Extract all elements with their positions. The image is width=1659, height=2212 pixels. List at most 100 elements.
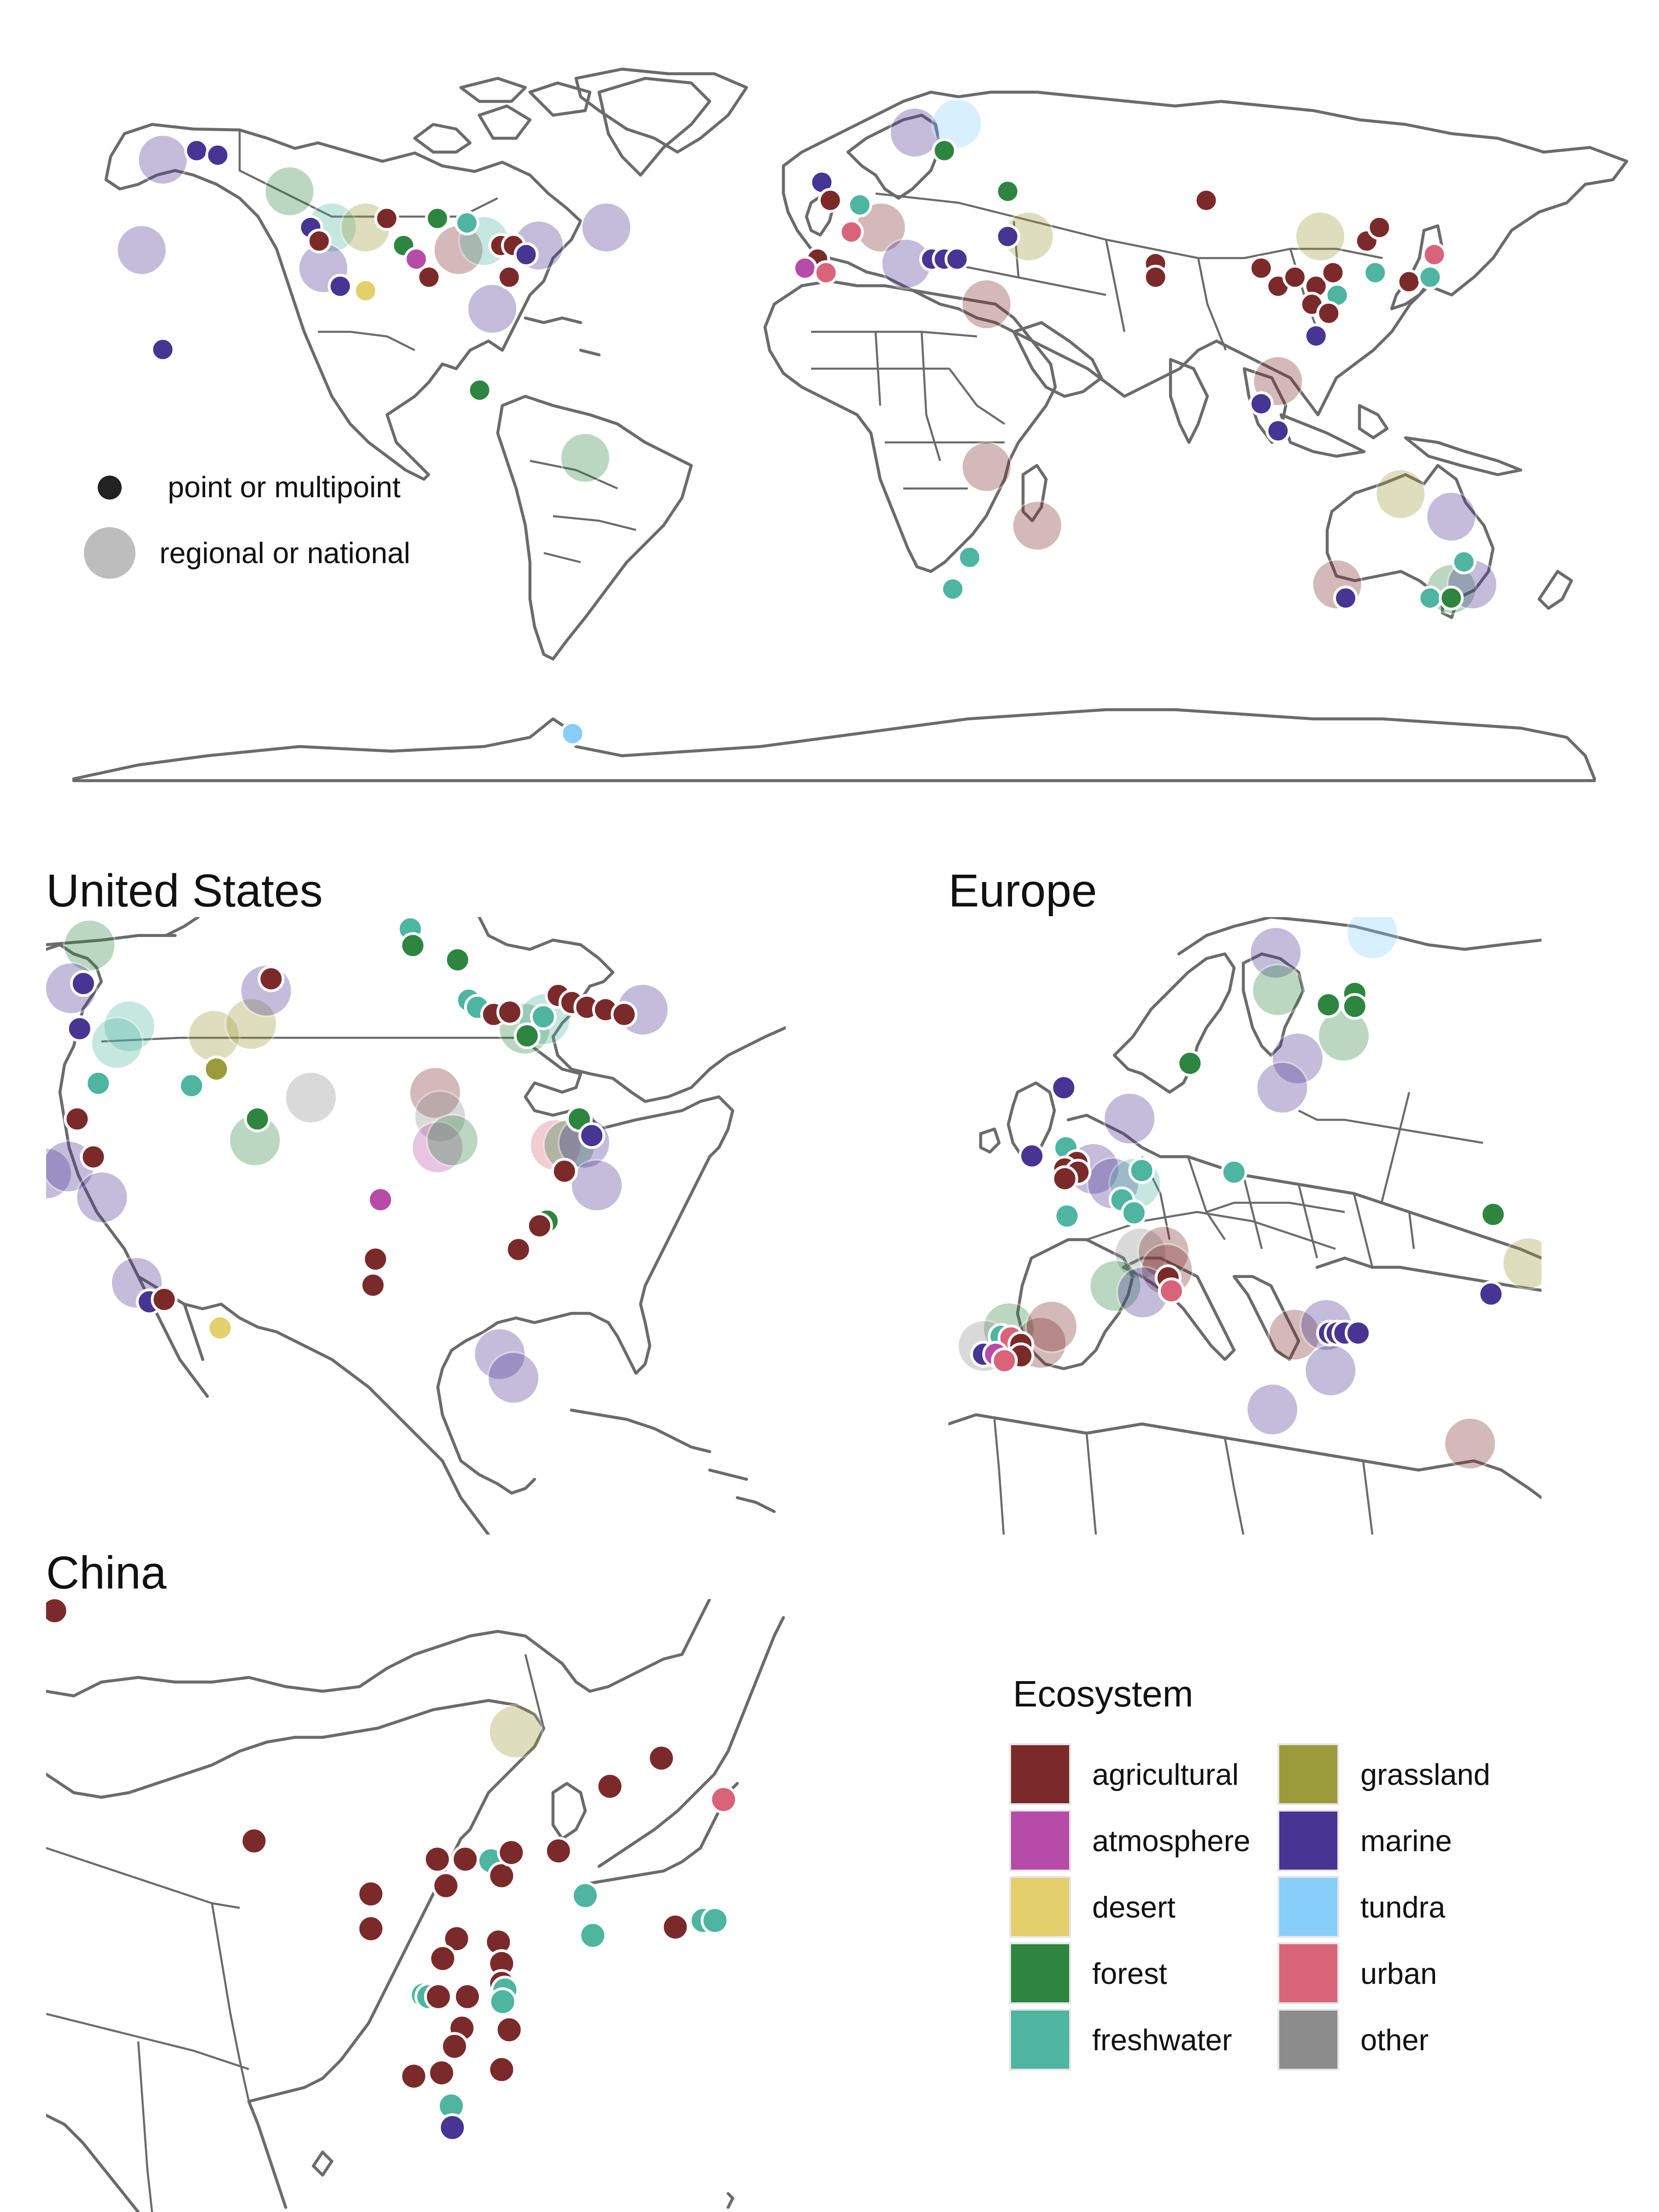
china-site-agricultural-point	[46, 1599, 69, 1625]
china-site-freshwater-point	[700, 1906, 729, 1935]
world-site-marine-point	[513, 242, 539, 267]
us-site-marine-regional	[570, 1159, 624, 1212]
europe-site-marine-regional	[1249, 926, 1303, 980]
legend-label-tundra: tundra	[1360, 1890, 1446, 1924]
legend-swatch-marine	[1277, 1810, 1339, 1871]
china-site-freshwater-point	[571, 1881, 600, 1910]
legend-swatch-urban	[1277, 1942, 1339, 2004]
us-site-agricultural-point	[80, 1143, 107, 1171]
world-site-urban-point	[1422, 242, 1447, 267]
europe-site-marine-regional	[1304, 1343, 1358, 1397]
legend-item-marine: marine	[1277, 1808, 1452, 1873]
europe-site-freshwater-point	[1128, 1157, 1155, 1184]
us-site-agricultural-point	[64, 1106, 91, 1133]
china-site-agricultural-point	[494, 2015, 524, 2044]
us-site-marine-point	[66, 1015, 93, 1042]
us-site-forest-point	[444, 946, 471, 973]
point-legend-icon	[98, 476, 122, 500]
us-site-freshwater-point	[85, 1070, 112, 1097]
china-panel-title: China	[46, 1547, 167, 1599]
us-site-other-regional	[413, 1089, 467, 1143]
us-site-other-regional	[284, 1071, 338, 1124]
legend-item-grassland: grassland	[1277, 1742, 1490, 1806]
world-site-agricultural-point	[374, 206, 400, 231]
world-site-agricultural-regional	[960, 441, 1012, 493]
us-site-forest-point	[244, 1106, 271, 1133]
world-site-agricultural-point	[818, 188, 843, 213]
china-site-agricultural-point	[427, 2059, 456, 2088]
world-site-marine-point	[205, 142, 230, 168]
us-site-grassland-point	[203, 1055, 230, 1082]
europe-site-marine-regional	[1271, 1031, 1324, 1085]
europe-site-forest-point	[1480, 1201, 1507, 1228]
legend-label-desert: desert	[1092, 1890, 1176, 1924]
china-site-agricultural-point	[451, 1845, 480, 1874]
europe-site-marine-point	[1477, 1281, 1505, 1308]
ecosystem-legend-title: Ecosystem	[1013, 1673, 1194, 1714]
legend-item-agricultural: agricultural	[1009, 1742, 1239, 1806]
europe-site-marine-point	[1018, 1142, 1046, 1170]
world-site-agricultural-point	[1316, 300, 1341, 326]
us-panel-title: United States	[46, 865, 323, 917]
europe-site-freshwater-point	[1053, 1202, 1081, 1230]
europe-site-forest-point	[1315, 991, 1342, 1018]
legend-label-forest: forest	[1092, 1956, 1167, 1990]
china-site-agricultural-point	[423, 1845, 452, 1874]
legend-swatch-grassland	[1277, 1743, 1339, 1805]
us-site-agricultural-point	[362, 1246, 389, 1273]
europe-site-other-regional	[1114, 1226, 1168, 1280]
legend-item-urban: urban	[1277, 1941, 1437, 2006]
world-site-grassland-regional	[1294, 211, 1346, 263]
us-site-marine-regional	[75, 1171, 129, 1224]
site-type-point-label: point or multipoint	[168, 471, 401, 504]
china-site-agricultural-point	[453, 1982, 482, 2011]
us-site-freshwater-regional	[90, 1016, 144, 1070]
europe-site-agricultural-regional	[1443, 1417, 1497, 1471]
china-site-freshwater-point	[488, 1987, 517, 2016]
europe-site-marine-regional	[1103, 1092, 1157, 1146]
china-site-agricultural-point	[428, 1944, 457, 1973]
legend-swatch-other	[1277, 2009, 1339, 2071]
europe-site-urban-point	[1158, 1277, 1185, 1305]
world-site-freshwater-point	[1418, 585, 1443, 611]
world-site-marine-point	[1303, 324, 1329, 348]
us-site-forest-point	[399, 932, 426, 959]
legend-item-tundra: tundra	[1277, 1875, 1445, 1939]
world-site-urban-point	[839, 219, 864, 245]
europe-site-forest-regional	[1088, 1259, 1142, 1313]
world-site-grassland-regional	[1375, 468, 1427, 520]
china-site-agricultural-point	[595, 1772, 624, 1801]
us-site-agricultural-point	[505, 1236, 532, 1263]
site-type-point: point or multipoint	[98, 470, 400, 504]
europe-panel-title: Europe	[948, 865, 1097, 917]
world-site-agricultural-point	[497, 265, 522, 290]
world-site-atmosphere-point	[404, 247, 429, 272]
china-site-agricultural-point	[399, 2062, 428, 2091]
world-coastlines	[72, 67, 1629, 782]
world-site-agricultural-point	[1282, 265, 1307, 290]
china-map	[46, 1599, 785, 2212]
us-map	[46, 917, 786, 1535]
europe-site-marine-regional	[1255, 1061, 1309, 1115]
world-site-forest-point	[467, 377, 492, 403]
us-site-agricultural-point	[151, 1286, 178, 1313]
us-site-freshwater-point	[178, 1072, 205, 1099]
china-site-agricultural-point	[440, 2032, 469, 2061]
legend-swatch-forest	[1009, 1942, 1071, 2004]
legend-item-freshwater: freshwater	[1009, 2007, 1232, 2072]
world-site-forest-point	[425, 206, 450, 231]
europe-site-forest-point	[1177, 1050, 1204, 1077]
legend-label-urban: urban	[1360, 1956, 1437, 1990]
world-site-agricultural-regional	[960, 278, 1012, 330]
us-site-marine-regional	[473, 1327, 527, 1381]
legend-swatch-atmosphere	[1009, 1810, 1071, 1871]
us-site-forest-regional	[63, 918, 117, 972]
europe-site-marine-regional	[1246, 1382, 1300, 1436]
world-site-desert-point	[353, 278, 378, 303]
world-site-marine-regional	[889, 106, 941, 159]
us-sites	[46, 917, 670, 1405]
us-site-atmosphere-point	[367, 1186, 394, 1213]
world-site-tundra-point	[560, 721, 585, 746]
world-site-agricultural-point	[1143, 265, 1168, 290]
legend-label-agricultural: agricultural	[1092, 1757, 1239, 1791]
